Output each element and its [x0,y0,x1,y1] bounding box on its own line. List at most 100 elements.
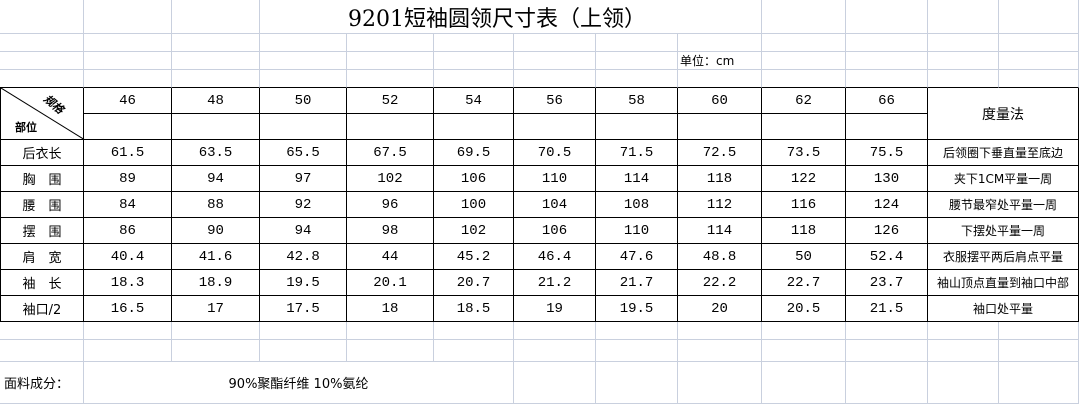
measurement-cell[interactable]: 118 [678,166,762,192]
cell[interactable] [999,0,1079,34]
cell[interactable] [596,322,678,340]
cell[interactable] [172,0,260,34]
cell[interactable] [846,52,928,70]
measurement-cell[interactable]: 21.7 [596,270,678,296]
measurement-cell[interactable]: 94 [260,218,347,244]
cell[interactable] [596,34,678,52]
cell[interactable] [514,52,596,70]
cell[interactable] [347,34,434,52]
measurement-cell[interactable]: 97 [260,166,347,192]
size-subheader-cell[interactable] [596,114,678,140]
measurement-cell[interactable]: 22.7 [762,270,846,296]
cell[interactable] [999,70,1079,88]
cell[interactable] [514,362,596,404]
measurement-cell[interactable]: 122 [762,166,846,192]
cell[interactable] [260,70,347,88]
measurement-cell[interactable]: 104 [514,192,596,218]
cell[interactable] [846,70,928,88]
measurement-cell[interactable]: 67.5 [347,140,434,166]
cell[interactable] [596,70,678,88]
cell[interactable] [678,34,762,52]
cell[interactable] [434,70,514,88]
measurement-cell[interactable]: 116 [762,192,846,218]
cell[interactable] [678,70,762,88]
size-subheader-cell[interactable] [347,114,434,140]
cell[interactable] [678,362,762,404]
cell[interactable] [514,340,596,362]
cell[interactable] [172,70,260,88]
measurement-cell[interactable]: 21.5 [846,296,928,322]
cell[interactable] [347,70,434,88]
measurement-cell[interactable]: 110 [596,218,678,244]
size-subheader-cell[interactable] [172,114,260,140]
cell[interactable] [999,362,1079,404]
measurement-cell[interactable]: 118 [762,218,846,244]
measurement-cell[interactable]: 23.7 [846,270,928,296]
cell[interactable] [434,34,514,52]
cell[interactable] [596,362,678,404]
measurement-cell[interactable]: 106 [434,166,514,192]
measurement-cell[interactable]: 18.5 [434,296,514,322]
measurement-cell[interactable]: 17.5 [260,296,347,322]
cell[interactable] [0,70,84,88]
cell[interactable] [762,340,846,362]
cell[interactable] [762,34,846,52]
cell[interactable] [172,340,260,362]
cell[interactable] [928,362,999,404]
measurement-cell[interactable]: 96 [347,192,434,218]
cell[interactable] [928,0,999,34]
measurement-cell[interactable]: 92 [260,192,347,218]
cell[interactable] [84,70,172,88]
cell[interactable] [0,322,84,340]
cell[interactable] [762,322,846,340]
measurement-cell[interactable]: 88 [172,192,260,218]
measurement-cell[interactable]: 84 [84,192,172,218]
measurement-cell[interactable]: 72.5 [678,140,762,166]
measurement-cell[interactable]: 126 [846,218,928,244]
measurement-cell[interactable]: 20 [678,296,762,322]
cell[interactable] [762,70,846,88]
measurement-cell[interactable]: 48.8 [678,244,762,270]
measurement-cell[interactable]: 63.5 [172,140,260,166]
measurement-cell[interactable]: 18.9 [172,270,260,296]
measurement-cell[interactable]: 114 [678,218,762,244]
cell[interactable] [260,52,347,70]
cell[interactable] [999,52,1079,70]
measurement-cell[interactable]: 20.1 [347,270,434,296]
cell[interactable] [260,34,347,52]
cell[interactable] [84,340,172,362]
size-subheader-cell[interactable] [762,114,846,140]
size-subheader-cell[interactable] [260,114,347,140]
measurement-cell[interactable]: 19 [514,296,596,322]
measurement-cell[interactable]: 65.5 [260,140,347,166]
cell[interactable] [596,340,678,362]
cell[interactable] [84,52,172,70]
measurement-cell[interactable]: 69.5 [434,140,514,166]
cell[interactable] [928,52,999,70]
size-subheader-cell[interactable] [434,114,514,140]
measurement-cell[interactable]: 47.6 [596,244,678,270]
cell[interactable] [999,322,1079,340]
measurement-cell[interactable]: 61.5 [84,140,172,166]
cell[interactable] [84,0,172,34]
cell[interactable] [762,52,846,70]
measurement-cell[interactable]: 102 [434,218,514,244]
cell[interactable] [928,34,999,52]
cell[interactable] [434,322,514,340]
cell[interactable] [846,0,928,34]
measurement-cell[interactable]: 19.5 [596,296,678,322]
measurement-cell[interactable]: 112 [678,192,762,218]
cell[interactable] [84,322,172,340]
measurement-cell[interactable]: 90 [172,218,260,244]
cell[interactable] [762,362,846,404]
measurement-cell[interactable]: 42.8 [260,244,347,270]
cell[interactable] [999,340,1079,362]
measurement-cell[interactable]: 20.5 [762,296,846,322]
measurement-cell[interactable]: 94 [172,166,260,192]
measurement-cell[interactable]: 50 [762,244,846,270]
cell[interactable] [514,70,596,88]
cell[interactable] [846,34,928,52]
cell[interactable] [0,34,84,52]
measurement-cell[interactable]: 44 [347,244,434,270]
measurement-cell[interactable]: 41.6 [172,244,260,270]
